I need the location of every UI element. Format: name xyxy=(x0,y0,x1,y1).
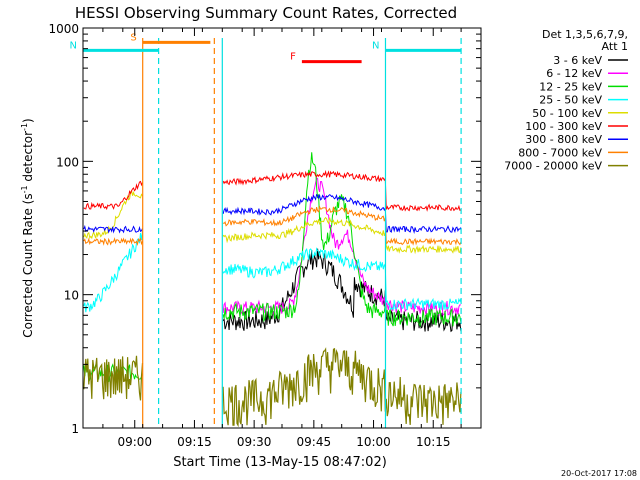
legend-label-6: 300 - 800 keV xyxy=(525,133,602,146)
trace-300-800- xyxy=(83,193,462,235)
plot-area: S N N F xyxy=(70,32,462,428)
legend-label-3: 25 - 50 keV xyxy=(539,94,602,107)
legend-label-5: 100 - 300 keV xyxy=(525,120,602,133)
y-axis-ticks: 1 10 100 1000 xyxy=(48,22,481,436)
legend-header-1: Att 1 xyxy=(602,40,628,53)
flag-label-0: S xyxy=(130,32,136,43)
flag-label-2: N xyxy=(372,40,379,51)
x-tick-label-5: 10:15 xyxy=(416,435,451,449)
y-axis-label-exp-1: -1 xyxy=(20,185,29,193)
y-tick-label-3: 1000 xyxy=(48,22,79,36)
flag-label-1: N xyxy=(70,40,77,51)
x-tick-label-3: 09:45 xyxy=(297,435,332,449)
footer-timestamp: 20-Oct-2017 17:08 xyxy=(561,469,637,478)
legend-label-2: 12 - 25 keV xyxy=(539,80,602,93)
trace-25-50- xyxy=(83,230,462,313)
y-axis-label-main: Corrected Count Rate (s xyxy=(21,193,35,337)
legend-header-0: Det 1,3,5,6,7,9, xyxy=(542,28,628,41)
trace-800-7000- xyxy=(83,205,462,247)
series-traces xyxy=(83,152,462,428)
x-tick-label-0: 09:00 xyxy=(117,435,152,449)
flag-label-3: F xyxy=(290,52,296,63)
trace-3-6- xyxy=(222,248,462,333)
y-tick-label-2: 100 xyxy=(56,155,79,169)
legend-label-4: 50 - 100 keV xyxy=(532,107,602,120)
x-tick-label-2: 09:30 xyxy=(237,435,272,449)
legend-label-1: 6 - 12 keV xyxy=(546,67,602,80)
vertical-markers xyxy=(142,38,462,428)
trace-7000-20000- xyxy=(83,347,462,428)
y-axis-label-end: ) xyxy=(21,118,35,123)
legend-label-7: 800 - 7000 keV xyxy=(518,146,602,159)
observing-flags: S N N F xyxy=(70,32,462,64)
y-tick-label-1: 10 xyxy=(64,289,79,303)
x-axis-label: Start Time (13-May-15 08:47:02) xyxy=(173,455,387,470)
legend-label-8: 7000 - 20000 keV xyxy=(504,160,602,173)
y-axis-label-mid: detector xyxy=(21,131,35,186)
legend-label-0: 3 - 6 keV xyxy=(553,54,602,67)
trace-12-25- xyxy=(83,152,462,383)
chart-title: HESSI Observing Summary Count Rates, Cor… xyxy=(75,4,457,22)
y-axis-label-exp-2: -1 xyxy=(20,123,29,131)
trace-100-300- xyxy=(83,169,462,212)
y-tick-label-0: 1 xyxy=(71,422,79,436)
x-axis-ticks: 09:00 09:15 09:30 09:45 10:00 10:15 xyxy=(82,28,482,449)
y-axis-label: Corrected Count Rate (s-1 detector-1) xyxy=(20,118,35,337)
x-tick-label-4: 10:00 xyxy=(356,435,391,449)
x-tick-label-1: 09:15 xyxy=(177,435,212,449)
